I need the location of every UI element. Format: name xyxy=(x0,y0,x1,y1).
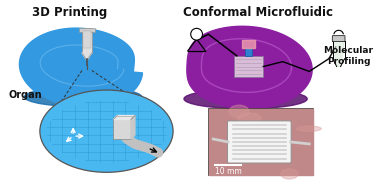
FancyBboxPatch shape xyxy=(113,120,131,139)
Polygon shape xyxy=(113,115,135,120)
FancyBboxPatch shape xyxy=(332,36,345,42)
Polygon shape xyxy=(131,115,135,139)
Polygon shape xyxy=(19,28,143,107)
FancyBboxPatch shape xyxy=(83,31,91,48)
Text: Organ: Organ xyxy=(9,90,42,100)
Polygon shape xyxy=(333,41,344,67)
Text: 3D Printing: 3D Printing xyxy=(32,6,107,19)
FancyBboxPatch shape xyxy=(79,28,95,32)
Ellipse shape xyxy=(297,126,321,131)
Ellipse shape xyxy=(261,124,272,132)
Polygon shape xyxy=(242,40,256,48)
Text: Molecular
Profiling: Molecular Profiling xyxy=(324,46,373,66)
FancyBboxPatch shape xyxy=(228,121,291,163)
Ellipse shape xyxy=(24,87,142,107)
Ellipse shape xyxy=(40,90,173,172)
Ellipse shape xyxy=(281,169,298,179)
Polygon shape xyxy=(82,53,92,59)
FancyBboxPatch shape xyxy=(245,48,253,56)
Polygon shape xyxy=(209,109,313,175)
Ellipse shape xyxy=(235,138,244,142)
Ellipse shape xyxy=(238,113,261,123)
Ellipse shape xyxy=(184,89,307,109)
Text: 10 mm: 10 mm xyxy=(215,167,242,176)
Ellipse shape xyxy=(229,105,249,118)
Circle shape xyxy=(191,28,203,40)
FancyBboxPatch shape xyxy=(82,28,92,53)
Text: Conformal Microfluidic: Conformal Microfluidic xyxy=(183,6,333,19)
FancyBboxPatch shape xyxy=(209,109,313,175)
Polygon shape xyxy=(187,26,312,109)
FancyBboxPatch shape xyxy=(234,56,263,77)
